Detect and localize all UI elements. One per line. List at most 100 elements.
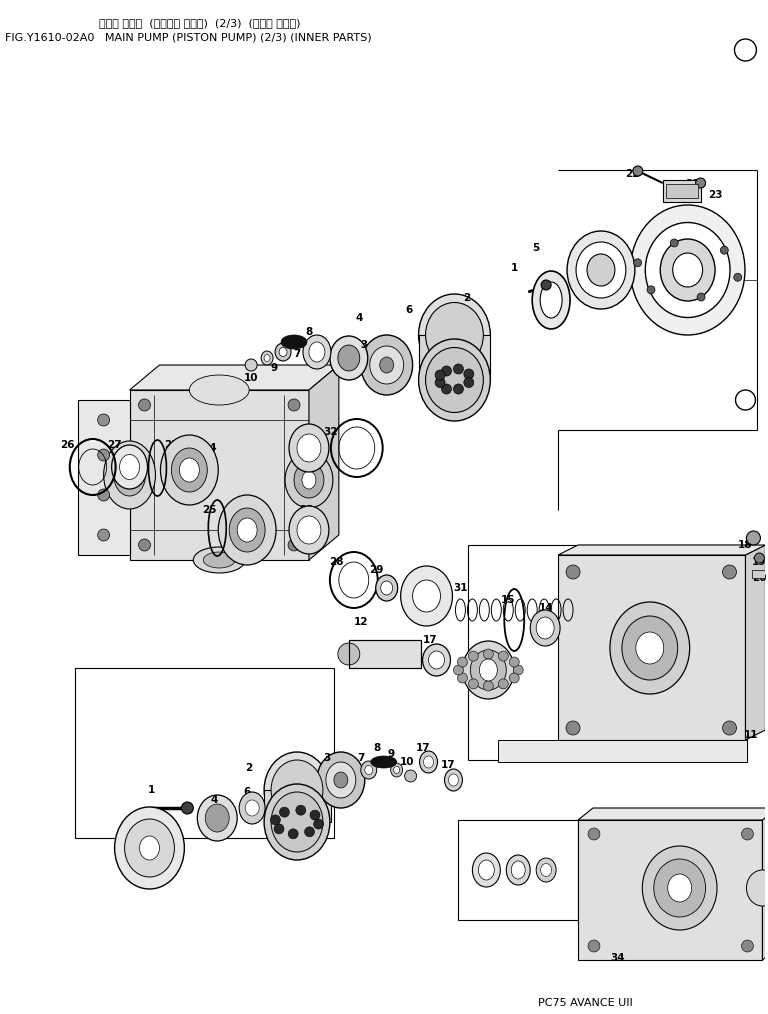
Text: 24: 24 xyxy=(230,505,244,515)
Polygon shape xyxy=(78,400,130,555)
Circle shape xyxy=(288,399,300,411)
Ellipse shape xyxy=(429,651,445,669)
Circle shape xyxy=(513,665,523,675)
Ellipse shape xyxy=(104,441,155,509)
Circle shape xyxy=(723,721,737,735)
Ellipse shape xyxy=(419,294,490,376)
Polygon shape xyxy=(419,335,490,380)
Circle shape xyxy=(634,259,641,267)
Ellipse shape xyxy=(114,807,184,889)
Text: 7: 7 xyxy=(293,349,301,359)
Ellipse shape xyxy=(229,508,265,552)
Ellipse shape xyxy=(479,659,498,681)
Circle shape xyxy=(98,449,110,461)
Ellipse shape xyxy=(379,357,394,373)
Text: 17: 17 xyxy=(441,760,455,770)
Ellipse shape xyxy=(419,339,490,421)
Polygon shape xyxy=(130,365,339,390)
Ellipse shape xyxy=(435,370,445,380)
Text: 8: 8 xyxy=(373,743,380,753)
Ellipse shape xyxy=(237,518,257,542)
Ellipse shape xyxy=(462,641,515,699)
Ellipse shape xyxy=(296,805,306,815)
Circle shape xyxy=(541,280,551,290)
Circle shape xyxy=(509,673,519,683)
Ellipse shape xyxy=(310,810,320,820)
Text: 22: 22 xyxy=(626,169,640,179)
Ellipse shape xyxy=(449,774,458,786)
Circle shape xyxy=(696,178,706,188)
Ellipse shape xyxy=(453,384,463,394)
Ellipse shape xyxy=(746,870,768,906)
Ellipse shape xyxy=(587,254,615,286)
Ellipse shape xyxy=(271,792,323,852)
Text: 5: 5 xyxy=(532,243,540,254)
Text: 33: 33 xyxy=(300,425,314,435)
Ellipse shape xyxy=(111,445,147,489)
Polygon shape xyxy=(578,820,763,960)
Ellipse shape xyxy=(576,242,626,298)
Bar xyxy=(458,820,578,920)
Ellipse shape xyxy=(245,359,257,371)
Bar xyxy=(753,570,766,578)
Ellipse shape xyxy=(425,348,483,413)
Text: 2: 2 xyxy=(463,293,470,303)
Ellipse shape xyxy=(365,766,372,775)
Text: 9: 9 xyxy=(270,363,277,373)
Text: 33: 33 xyxy=(300,505,314,515)
Bar xyxy=(498,740,747,762)
Ellipse shape xyxy=(435,377,445,387)
Circle shape xyxy=(483,681,493,691)
Ellipse shape xyxy=(334,772,348,788)
Text: 25: 25 xyxy=(164,440,179,450)
Text: 1: 1 xyxy=(511,263,518,273)
Text: 8: 8 xyxy=(306,327,313,337)
Ellipse shape xyxy=(338,345,359,371)
Text: 14: 14 xyxy=(539,603,554,613)
Polygon shape xyxy=(558,555,746,740)
Bar xyxy=(74,668,334,838)
Text: 12: 12 xyxy=(353,617,368,627)
Ellipse shape xyxy=(667,874,692,902)
Ellipse shape xyxy=(171,448,207,492)
Circle shape xyxy=(498,678,508,689)
Ellipse shape xyxy=(381,581,392,595)
Text: 7: 7 xyxy=(357,753,365,763)
Ellipse shape xyxy=(361,760,377,779)
Ellipse shape xyxy=(317,752,365,808)
Ellipse shape xyxy=(289,424,329,472)
Text: 21: 21 xyxy=(685,179,700,189)
Circle shape xyxy=(588,828,600,840)
Ellipse shape xyxy=(642,846,717,930)
Text: 10: 10 xyxy=(244,373,258,383)
Ellipse shape xyxy=(391,763,402,777)
Ellipse shape xyxy=(401,566,452,626)
Circle shape xyxy=(458,673,468,683)
Ellipse shape xyxy=(294,462,324,498)
Circle shape xyxy=(746,531,760,545)
Text: 11: 11 xyxy=(744,730,759,740)
Text: 30: 30 xyxy=(412,571,425,581)
Text: 13: 13 xyxy=(481,643,495,653)
Ellipse shape xyxy=(124,819,174,877)
Bar xyxy=(349,640,421,668)
Ellipse shape xyxy=(530,610,560,646)
Ellipse shape xyxy=(309,342,325,362)
Text: 31: 31 xyxy=(453,583,468,593)
Ellipse shape xyxy=(425,302,483,367)
Circle shape xyxy=(741,828,753,840)
Text: 28: 28 xyxy=(329,557,344,567)
Circle shape xyxy=(566,721,580,735)
Text: FIG.Y1610-02A0   MAIN PUMP (PISTON PUMP) (2/3) (INNER PARTS): FIG.Y1610-02A0 MAIN PUMP (PISTON PUMP) (… xyxy=(5,32,372,42)
Bar xyxy=(666,184,697,198)
Ellipse shape xyxy=(194,547,245,573)
Ellipse shape xyxy=(622,615,677,680)
Ellipse shape xyxy=(274,824,284,834)
Text: 10: 10 xyxy=(399,757,414,767)
Ellipse shape xyxy=(464,369,474,379)
Circle shape xyxy=(733,273,742,281)
Ellipse shape xyxy=(261,351,273,365)
Text: PC75 AVANCE UII: PC75 AVANCE UII xyxy=(538,998,633,1008)
Ellipse shape xyxy=(190,375,249,405)
Ellipse shape xyxy=(506,855,530,885)
